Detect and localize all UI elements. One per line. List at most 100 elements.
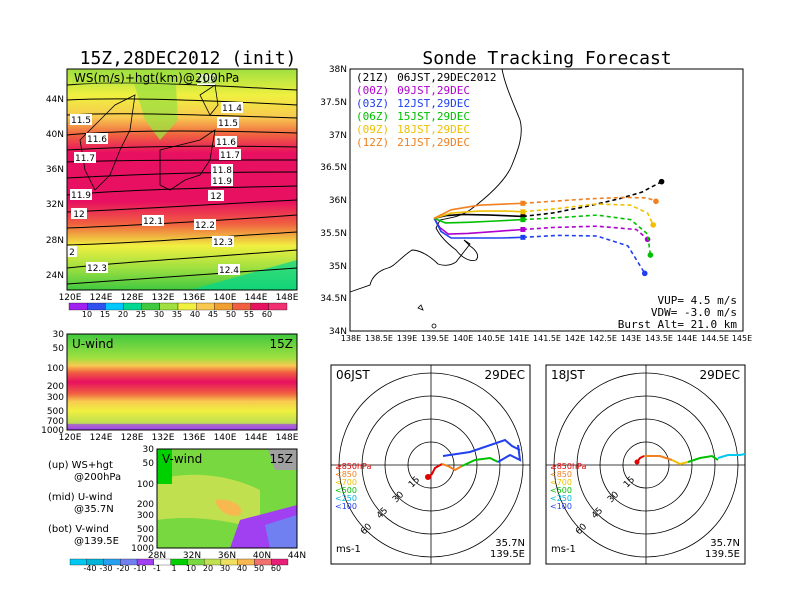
hodo-unit: ms-1 <box>336 544 361 555</box>
hodo-date: 29DEC <box>485 368 525 382</box>
colorbar-swatch <box>177 302 197 311</box>
track-descent-line <box>522 214 652 256</box>
svg-text:12: 12 <box>73 210 84 220</box>
svg-text:12: 12 <box>210 192 221 202</box>
v-wind-frame <box>156 448 298 549</box>
svg-text:11.5: 11.5 <box>71 116 91 126</box>
landing-point <box>658 178 665 185</box>
level-label: <700 <box>550 478 572 487</box>
hodo-trace-850 <box>428 463 443 477</box>
svg-text:11.8: 11.8 <box>212 166 232 176</box>
legend-line: (bot) V-wind <box>48 524 109 535</box>
legend-entry-21z: (21Z) 06JST,29DEC2012 <box>356 71 496 84</box>
tick-label: 132E <box>152 433 175 443</box>
v-wind-top-left <box>157 449 172 484</box>
u-wind-field <box>67 334 297 430</box>
tick-label: 140E <box>214 293 237 303</box>
tick-label: 1000 <box>131 544 154 554</box>
svg-text:11.4: 11.4 <box>222 104 242 114</box>
level-label: <700 <box>335 478 357 487</box>
colorbar-swatch <box>105 302 124 311</box>
track-params: VUP= 4.5 m/s VDW= -3.0 m/s Burst Alt= 21… <box>618 294 738 331</box>
svg-text:12.3: 12.3 <box>87 264 107 274</box>
track-legend: (21Z) 06JST,29DEC2012 (00Z) 09JST,29DEC (0… <box>356 71 496 149</box>
upper-map-contour-labels: 11.3 11.4 11.5 11.5 11.6 11.6 11.7 11.7 … <box>67 74 243 276</box>
track-descent-line <box>522 180 662 218</box>
svg-text:11.7: 11.7 <box>75 154 95 164</box>
legend-entry-06z: (06Z) 15JST,29DEC <box>356 110 470 123</box>
upper-lon-ticks: 120E 124E 128E 132E 136E 140E 144E 148E <box>59 293 299 303</box>
svg-text:11.9: 11.9 <box>212 177 232 187</box>
burst-alt-text: Burst Alt= 21.0 km <box>618 318 738 331</box>
svg-text:11.3: 11.3 <box>196 76 216 86</box>
hodo-level-legend: ≥850hPa <850 <700 <500 <250 <100 <box>335 462 372 511</box>
hodo-lon: 139.5E <box>705 549 740 560</box>
contour-label: 12.2 <box>194 219 216 231</box>
colorbar-swatch <box>271 558 289 566</box>
legend-line: @35.7N <box>74 504 114 515</box>
track-lon-ticks: 138E 138.5E 139E 139.5E 140E 140.5E 141E… <box>341 334 752 343</box>
tick-label: 143.5E <box>645 334 673 343</box>
svg-text:11.6: 11.6 <box>87 135 107 145</box>
legend-entry-00z: (00Z) 09JST,29DEC <box>356 84 470 97</box>
hodo-frame <box>330 364 531 565</box>
tick-label: 1000 <box>41 426 64 436</box>
colorbar-swatch <box>232 302 251 311</box>
hodo-trace-100 <box>717 453 746 459</box>
colorbar-label: -20 <box>116 564 129 573</box>
tick-label: 144E <box>245 433 268 443</box>
legend-line: @139.5E <box>74 536 119 547</box>
upper-map-label-box <box>72 70 222 84</box>
colorbar-swatch <box>123 302 142 311</box>
colorbar-label: 50 <box>226 310 236 319</box>
contour-label: 11.4 <box>221 102 243 114</box>
landing-point <box>650 222 656 228</box>
level-label: ≥850hPa <box>550 462 587 471</box>
hodo-trace-250 <box>687 454 719 463</box>
tick-label: 44N <box>288 551 306 561</box>
u-wind-bottom-strip <box>67 424 297 430</box>
contour-label: 11.9 <box>211 175 233 187</box>
tick-label: 37N <box>329 131 347 141</box>
hodograph-left: 15 30 45 60 06JST 29DEC ≥850hPa <850 <70… <box>330 364 531 565</box>
colorbar-label: 15 <box>100 310 110 319</box>
colorbar-label: 40 <box>190 310 200 319</box>
colorbar-swatch <box>87 302 106 311</box>
contour-label: 11.6 <box>86 133 108 145</box>
track-lines <box>433 178 665 277</box>
tick-label: 35N <box>329 262 347 272</box>
tick-label: 128E <box>121 433 144 443</box>
burst-point <box>520 217 526 223</box>
tick-label: 500 <box>47 407 64 417</box>
track-title: Sonde Tracking Forecast <box>422 48 671 69</box>
upper-map-field <box>67 69 297 290</box>
landing-point <box>647 252 654 258</box>
tick-label: 142.5E <box>589 334 617 343</box>
tick-label: 30 <box>53 330 65 340</box>
wind-colorbar <box>69 558 289 566</box>
hodo-time: 06JST <box>336 368 370 382</box>
hodo-surface-point <box>425 474 431 480</box>
hodo-trace-250 <box>497 444 522 463</box>
vup-text: VUP= 4.5 m/s <box>658 294 737 307</box>
colorbar-label: 45 <box>208 310 218 319</box>
tick-label: 200 <box>47 382 64 392</box>
level-label: <500 <box>550 486 572 495</box>
contour-label: 11.7 <box>219 149 241 161</box>
colorbar-label: 20 <box>118 310 128 319</box>
contour-label: 11.6 <box>215 136 237 148</box>
tick-label: 200 <box>137 500 154 510</box>
v-wind-panel: V-wind 15Z <box>156 448 298 549</box>
svg-text:12.2: 12.2 <box>195 221 215 231</box>
legend-entry-03z: (03Z) 12JST,29DEC <box>356 97 470 110</box>
colorbar-label: 35 <box>172 310 182 319</box>
colorbar-label: 55 <box>244 310 254 319</box>
tick-label: 139.5E <box>421 334 449 343</box>
track-plot-area <box>349 68 744 332</box>
tick-label: 140.5E <box>477 334 505 343</box>
burst-point <box>520 209 526 215</box>
hodo-trace-100 <box>442 438 521 457</box>
colorbar-label: 60 <box>262 310 272 319</box>
burst-point <box>520 234 526 240</box>
